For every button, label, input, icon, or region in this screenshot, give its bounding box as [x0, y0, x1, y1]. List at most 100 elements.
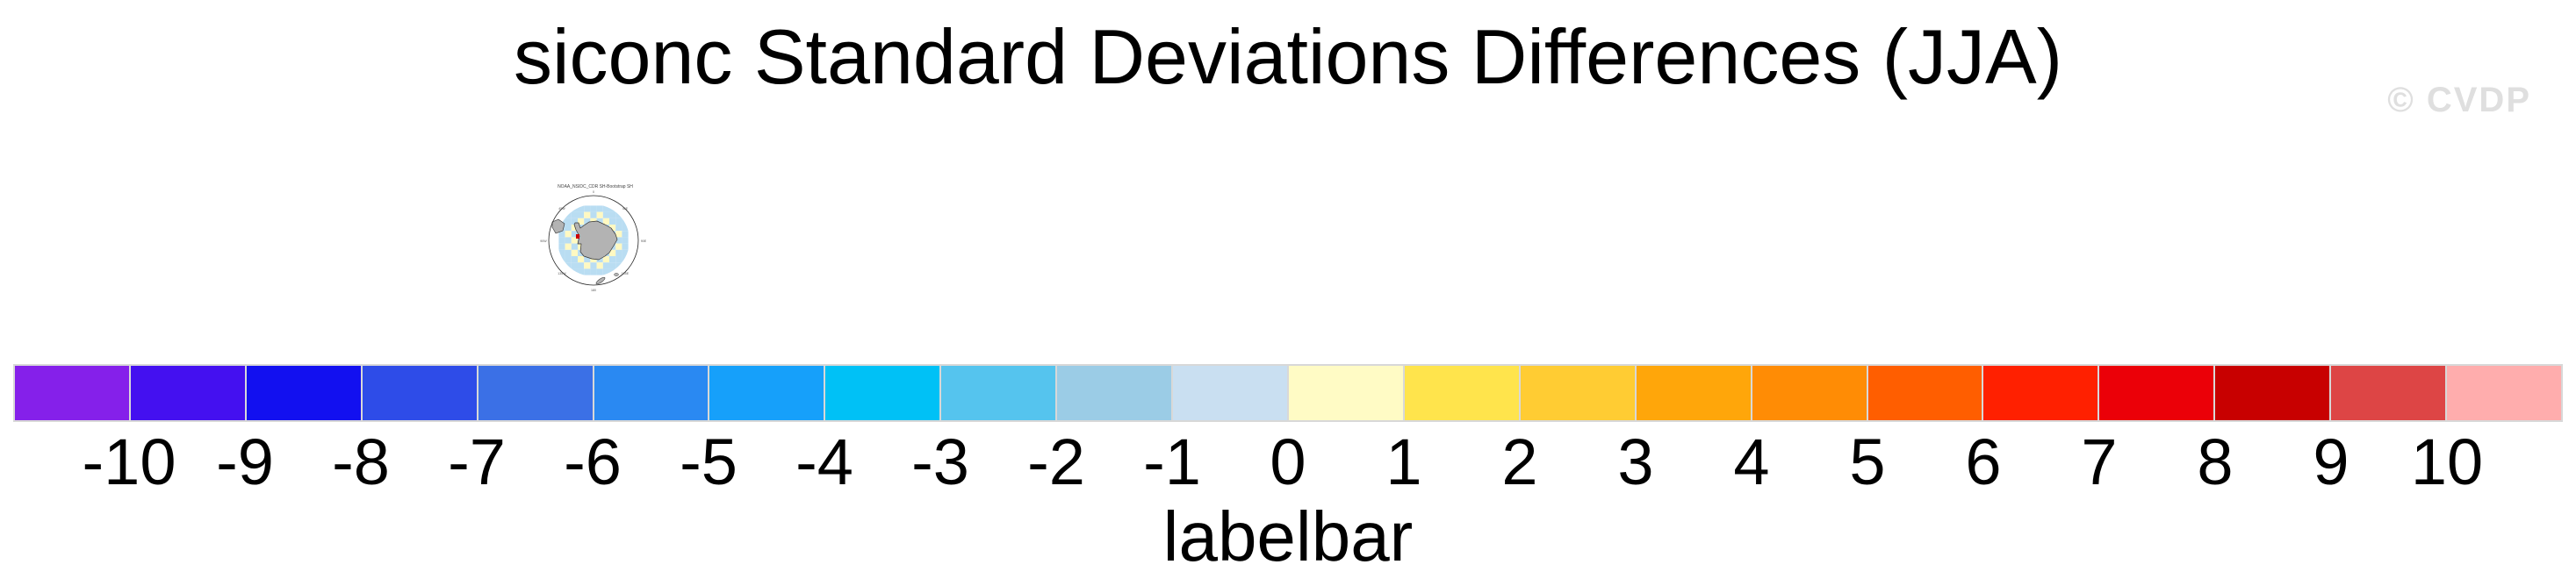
map-grid-cell [615, 262, 622, 269]
lon-label: 135E [622, 272, 630, 275]
colorbar-tick: 4 [1733, 425, 1770, 498]
colorbar-tick: -1 [1143, 425, 1201, 498]
map-grid-cell [558, 231, 565, 238]
map-grid-cell [622, 225, 629, 232]
map-grid-cell [571, 237, 578, 244]
colorbar-box [1520, 366, 1637, 420]
colorbar-tick: 1 [1385, 425, 1422, 498]
map-grid-cell [596, 262, 603, 269]
colorbar-tick: 7 [2081, 425, 2118, 498]
map-grid-cell [571, 268, 578, 275]
map-grid-cell [565, 243, 572, 250]
colorbar-box [1636, 366, 1752, 420]
lon-label: 90W [540, 239, 547, 243]
page-title: siconc Standard Deviations Differences (… [513, 13, 2063, 100]
map-grid-cell [571, 256, 578, 263]
map-grid-cell [571, 249, 578, 256]
map-grid-cell [584, 268, 591, 275]
colorbar-box [2215, 366, 2332, 420]
map-grid-cell [571, 243, 578, 250]
colorbar-tick: -2 [1027, 425, 1085, 498]
colorbar-box [594, 366, 710, 420]
map-grid-cell [571, 225, 578, 232]
map-grid-cell [590, 262, 597, 269]
colorbar-tick-labels: -10 -9 -8 -7 -6 -5 -4 -3 -2 -1 0 1 2 3 4 5 6 7 8 9 10 [13, 430, 2563, 500]
map-grid-cell [622, 243, 629, 250]
map-grid-cell [584, 211, 591, 218]
map-grid-cell [622, 249, 629, 256]
colorbar-box [1173, 366, 1289, 420]
map-grid-cell [584, 205, 591, 212]
map-grid-cell [578, 262, 585, 269]
map-grid-cell [602, 268, 609, 275]
map-grid-cell [609, 249, 616, 256]
south-america-tip [551, 218, 565, 234]
map-grid-cell [578, 218, 585, 225]
colorbar-box [15, 366, 131, 420]
colorbar-box [1404, 366, 1521, 420]
map-grid-cell [615, 237, 622, 244]
map-grid-cell [609, 225, 616, 232]
map-grid-cell [571, 211, 578, 218]
colorbar-box [1288, 366, 1405, 420]
map-grid-cell [596, 211, 603, 218]
colorbar-tick: -5 [680, 425, 738, 498]
map-grid-cell [615, 256, 622, 263]
map-grid-cell [615, 225, 622, 232]
lon-label: 0 [593, 190, 594, 194]
lon-label: 180 [591, 289, 596, 292]
map-grid-cell [596, 268, 603, 275]
colorbar-box [941, 366, 1058, 420]
colorbar-tick: 3 [1617, 425, 1654, 498]
map-grid-cell [558, 237, 565, 244]
colorbar-box [709, 366, 826, 420]
map-grid-cell [565, 262, 572, 269]
colorbar-tick: 5 [1849, 425, 1886, 498]
map-grid-cell [558, 243, 565, 250]
cvdp-watermark: © CVDP [2387, 81, 2531, 119]
colorbar-tick: 6 [1965, 425, 2002, 498]
map-grid-cell [565, 237, 572, 244]
map-grid-cell [609, 262, 616, 269]
antarctic-map: NOAA_NSIDC_CDR SH-Bootstrap SH 0 45E 90E… [540, 184, 646, 292]
colorbar [13, 364, 2563, 422]
map-grid-cell [571, 231, 578, 238]
map-grid-cell [615, 218, 622, 225]
map-grid-cell [558, 249, 565, 256]
lon-label: 135W [558, 272, 566, 275]
map-grid-cell [565, 256, 572, 263]
map-grid-cell [615, 211, 622, 218]
map-grid-cell [622, 237, 629, 244]
map-grid-cell [558, 256, 565, 263]
map-grid-cell [602, 262, 609, 269]
map-grid-cell [615, 231, 622, 238]
map-grid-cell [615, 243, 622, 250]
colorbar-box [1752, 366, 1868, 420]
colorbar-tick: 2 [1501, 425, 1538, 498]
antarctica-landmass [573, 220, 618, 261]
colorbar-tick: 8 [2197, 425, 2234, 498]
map-grid-cell [602, 218, 609, 225]
map-grid-cell [578, 205, 585, 212]
map-grid-cell [584, 256, 591, 263]
map-grid-cell [578, 249, 585, 256]
colorbar-box [478, 366, 594, 420]
map-grid-cell [622, 231, 629, 238]
island-1 [595, 276, 606, 285]
colorbar-tick: 10 [2410, 425, 2484, 498]
map-grid-cell [602, 256, 609, 263]
map-grid-cell [609, 211, 616, 218]
colorbar-caption: labelbar [1162, 497, 1414, 575]
map-grid-cell [565, 225, 572, 232]
map-grid-cell [565, 249, 572, 256]
map-grid-cell [571, 205, 578, 212]
map-grid-cell [596, 205, 603, 212]
map-title: NOAA_NSIDC_CDR SH-Bootstrap SH [558, 184, 633, 189]
colorbar-box [2331, 366, 2448, 420]
colorbar-box [2099, 366, 2216, 420]
map-grid-cell [584, 218, 591, 225]
map-lon-labels: 0 45E 90E 135E 180 135W 90W 45W [540, 190, 646, 292]
map-grid-cell [615, 249, 622, 256]
colorbar-box [246, 366, 363, 420]
map-grid-cell [590, 268, 597, 275]
